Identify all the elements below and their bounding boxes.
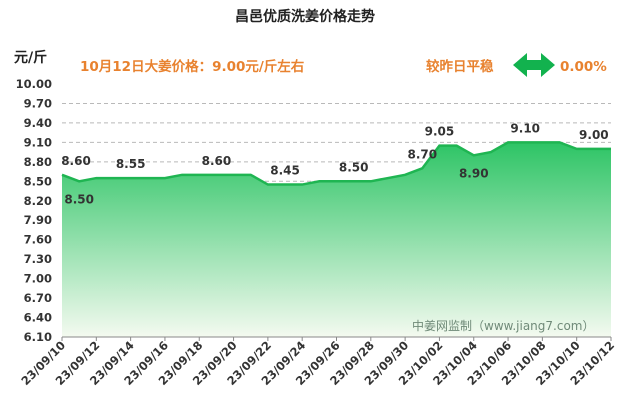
data-label: 9.10 — [510, 121, 540, 135]
y-tick-label: 9.70 — [24, 96, 52, 110]
y-tick-label: 9.10 — [24, 135, 52, 149]
data-label: 8.50 — [339, 160, 369, 174]
y-tick-label: 9.40 — [24, 116, 52, 130]
data-label: 8.60 — [61, 154, 91, 168]
change-value: 0.00% — [560, 59, 607, 75]
y-tick-labels: 10.00 9.70 9.40 9.10 8.80 8.50 8.20 7.90 7.60 7.3… — [16, 77, 52, 344]
data-label: 8.90 — [459, 166, 489, 180]
x-tick-labels: 23/09/1023/09/1223/09/1423/09/1623/09/18… — [18, 337, 617, 388]
y-tick-label: 7.30 — [24, 252, 52, 266]
y-tick-label: 7.60 — [24, 233, 52, 247]
data-label: 9.05 — [425, 125, 455, 139]
y-tick-label: 6.40 — [24, 311, 52, 325]
y-tick-label: 7.90 — [24, 213, 52, 227]
data-label: 8.60 — [202, 154, 232, 168]
change-label: 较昨日平稳 — [426, 58, 494, 75]
data-label: 9.00 — [579, 128, 609, 142]
price-line — [61, 141, 611, 186]
y-tick-label: 6.10 — [24, 330, 52, 344]
data-label: 8.45 — [270, 164, 300, 178]
price-area — [62, 142, 611, 337]
y-tick-label: 10.00 — [16, 77, 52, 91]
price-summary: 10月12日大姜价格：9.00元/斤左右 — [80, 58, 304, 75]
y-tick-label: 8.20 — [24, 194, 52, 208]
data-label: 8.50 — [64, 192, 94, 206]
data-labels: 8.60 8.50 8.55 8.60 8.45 8.50 8.70 9.05 8.90 9.10… — [61, 121, 608, 206]
y-tick-label: 7.00 — [24, 272, 52, 286]
double-arrow-icon — [513, 53, 555, 77]
watermark: 中姜网监制（www.jiang7.com） — [412, 318, 594, 333]
y-axis-unit: 元/斤 — [14, 49, 47, 66]
chart-title: 昌邑优质洗姜价格走势 — [235, 8, 375, 25]
y-tick-label: 8.50 — [24, 174, 52, 188]
data-label: 8.55 — [116, 157, 146, 171]
y-tick-label: 6.70 — [24, 291, 52, 305]
data-label: 8.70 — [407, 147, 437, 161]
y-tick-label: 8.80 — [24, 155, 52, 169]
